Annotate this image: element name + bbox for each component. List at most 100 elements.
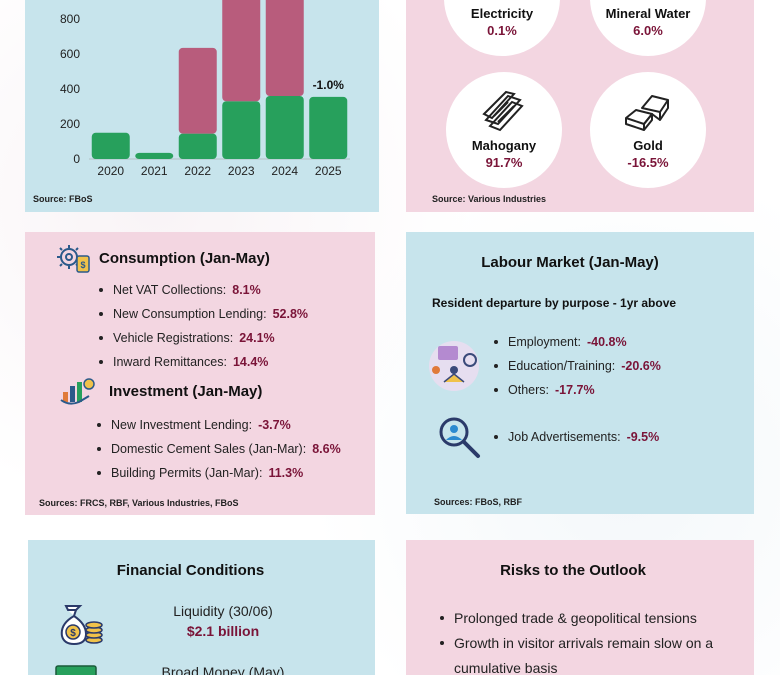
item-value: 52.8% bbox=[272, 307, 309, 321]
item-label: Inward Remittances: bbox=[113, 355, 227, 369]
x-tick-label: 2023 bbox=[228, 164, 255, 178]
item-value: -17.7% bbox=[555, 383, 595, 397]
consumption-gear-icon: $ bbox=[57, 245, 90, 273]
chart-panel: 0 200 400 600 800 2020 2021 2022 2023 2024 2025 -1.… bbox=[25, 0, 379, 212]
commodity-value: -16.5% bbox=[627, 155, 669, 170]
commodity-label: Mineral Water bbox=[605, 6, 691, 21]
risks-list: Prolonged trade & geopolitical tensions … bbox=[440, 606, 740, 675]
item-label: Net VAT Collections: bbox=[113, 283, 227, 297]
employment-education-icon bbox=[429, 341, 479, 391]
lightbulb-icon bbox=[482, 0, 522, 2]
item-value: 14.4% bbox=[232, 355, 269, 369]
y-tick-label: 200 bbox=[60, 117, 80, 131]
money-bag-coins-icon: $ bbox=[60, 605, 103, 646]
gold-bars-icon bbox=[625, 95, 669, 131]
item-label: Education/Training: bbox=[508, 359, 616, 373]
item-value: -20.6% bbox=[621, 359, 661, 373]
risks-panel: Risks to the Outlook Prolonged trade & g… bbox=[406, 540, 754, 675]
water-bottle-icon bbox=[628, 0, 668, 2]
list-item: Vehicle Registrations: 24.1% bbox=[99, 326, 308, 350]
item-value: 8.1% bbox=[232, 283, 261, 297]
list-item: Employment: -40.8% bbox=[494, 330, 661, 354]
labour-title: Labour Market (Jan-May) bbox=[481, 254, 659, 271]
x-tick-label: 2020 bbox=[97, 164, 124, 178]
item-label: Vehicle Registrations: bbox=[113, 331, 234, 345]
item-label: New Consumption Lending: bbox=[113, 307, 267, 321]
financial-title: Financial Conditions bbox=[116, 562, 265, 579]
liquidity-value: $2.1 billion bbox=[186, 623, 260, 639]
list-item: Education/Training: -20.6% bbox=[494, 354, 661, 378]
investment-title: Investment (Jan-May) bbox=[109, 383, 263, 400]
item-value: 11.3% bbox=[268, 466, 304, 480]
list-item: Job Advertisements: -9.5% bbox=[494, 425, 659, 449]
x-tick-label: 2022 bbox=[184, 164, 211, 178]
y-tick-label: 800 bbox=[60, 12, 80, 26]
labour-source: Sources: FBoS, RBF bbox=[434, 497, 523, 507]
commodity-label: Electricity bbox=[470, 6, 534, 21]
consumption-investment-panel: $ Consumption (Jan-May) Net VAT Collecti… bbox=[25, 232, 375, 515]
consumption-list: Net VAT Collections: 8.1% New Consumption… bbox=[99, 278, 308, 374]
x-tick-label: 2025 bbox=[315, 164, 342, 178]
commodity-value: 91.7% bbox=[485, 155, 523, 170]
commodities-source: Source: Various Industries bbox=[432, 194, 547, 204]
bar-2023-s1 bbox=[222, 0, 261, 102]
item-label: New Investment Lending: bbox=[111, 418, 253, 432]
item-label: Employment: bbox=[508, 335, 581, 349]
commodity-value: 6.0% bbox=[633, 23, 663, 38]
liquidity-label: Liquidity (30/06) bbox=[173, 603, 273, 619]
job-ads-list: Job Advertisements: -9.5% bbox=[494, 425, 659, 449]
bar-2021-s0 bbox=[135, 152, 174, 159]
list-item: Inward Remittances: 14.4% bbox=[99, 350, 308, 374]
investment-source: Sources: FRCS, RBF, Various Industries, … bbox=[39, 498, 239, 508]
y-tick-label: 600 bbox=[60, 47, 80, 61]
list-item: Others: -17.7% bbox=[494, 378, 661, 402]
list-item: Net VAT Collections: 8.1% bbox=[99, 278, 308, 302]
y-tick-label: 0 bbox=[73, 152, 80, 166]
broad-money-label: Broad Money (May) bbox=[161, 664, 285, 675]
list-item: Domestic Cement Sales (Jan-Mar): 8.6% bbox=[97, 437, 341, 461]
bar-2023-s0 bbox=[222, 101, 261, 159]
commodity-mahogany: Mahogany 91.7% bbox=[446, 72, 562, 188]
item-label: Domestic Cement Sales (Jan-Mar): bbox=[111, 442, 307, 456]
item-value: -9.5% bbox=[626, 430, 660, 444]
svg-text:$: $ bbox=[70, 628, 76, 639]
commodity-label: Mahogany bbox=[471, 138, 537, 153]
list-item: Building Permits (Jan-Mar): 11.3% bbox=[97, 461, 341, 485]
bar-2020-s0 bbox=[91, 132, 130, 159]
chart-source: Source: FBoS bbox=[33, 194, 93, 204]
financial-panel: Financial Conditions $ Liquidity (30/06)… bbox=[28, 540, 375, 675]
item-value: 24.1% bbox=[239, 331, 275, 345]
investment-chart-icon bbox=[60, 378, 95, 405]
list-item: Prolonged trade & geopolitical tensions bbox=[440, 606, 740, 631]
banknotes-icon bbox=[55, 665, 97, 675]
commodity-electricity: Electricity 0.1% bbox=[444, 0, 560, 56]
bar-chart: 0 200 400 600 800 2020 2021 2022 2023 2024 2025 -1.… bbox=[60, 0, 350, 178]
data-label: -1.0% bbox=[313, 78, 345, 92]
commodity-mineral-water: Mineral Water 6.0% bbox=[590, 0, 706, 56]
list-item: Growth in visitor arrivals remain slow o… bbox=[440, 631, 740, 675]
bar-2024-s1 bbox=[265, 0, 304, 96]
item-value: -3.7% bbox=[258, 418, 291, 432]
bar-2025-s0 bbox=[309, 96, 348, 159]
labour-subtitle: Resident departure by purpose - 1yr abov… bbox=[432, 296, 677, 310]
y-tick-label: 400 bbox=[60, 82, 80, 96]
commodity-gold: Gold -16.5% bbox=[590, 72, 706, 188]
timber-logs-icon bbox=[482, 90, 524, 132]
item-value: 8.6% bbox=[312, 442, 341, 456]
commodity-label: Gold bbox=[633, 138, 663, 153]
commodity-value: 0.1% bbox=[487, 23, 517, 38]
list-item: New Investment Lending: -3.7% bbox=[97, 413, 341, 437]
labour-panel: Labour Market (Jan-May) Resident departu… bbox=[406, 232, 754, 514]
list-item: New Consumption Lending: 52.8% bbox=[99, 302, 308, 326]
x-tick-label: 2024 bbox=[271, 164, 298, 178]
risks-title: Risks to the Outlook bbox=[500, 562, 646, 579]
commodities-panel: Electricity 0.1% Mineral Water 6.0% Maho… bbox=[406, 0, 754, 212]
bar-2022-s0 bbox=[178, 133, 217, 159]
consumption-title: Consumption (Jan-May) bbox=[99, 250, 270, 267]
investment-list: New Investment Lending: -3.7% Domestic Ce… bbox=[97, 413, 341, 485]
item-value: -40.8% bbox=[586, 335, 627, 349]
job-search-magnifier-icon bbox=[439, 417, 480, 458]
svg-text:$: $ bbox=[80, 260, 85, 270]
item-label: Others: bbox=[508, 383, 549, 397]
bar-2022-s1 bbox=[178, 47, 217, 134]
